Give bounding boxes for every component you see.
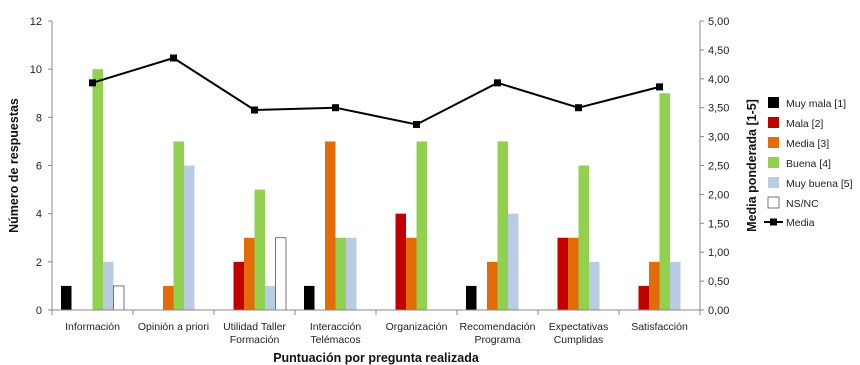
bar [173,141,184,310]
x-category-label: Formación [230,334,280,346]
bar [406,237,417,310]
bar [638,285,649,310]
bar [497,141,508,310]
x-category-label: Telémacos [310,334,360,346]
legend-label: Media [786,217,815,229]
bar [184,165,195,310]
legend-swatch [768,157,779,168]
y2-axis-ticks: 0,00 0,50 1,00 1,50 2,00 2,50 3,00 3,50 4,00 4,50… [700,16,729,317]
bar [649,261,660,310]
y2-axis-title: Media ponderada [1-5] [745,99,759,232]
mean-line [89,54,663,128]
x-category-label: Recomendación [460,321,536,333]
bar [92,69,103,311]
mean-point [89,79,96,87]
x-category-label: Organización [386,321,448,333]
y2-tick-label: 4,50 [708,45,729,57]
mean-point [332,104,339,112]
bar [487,261,498,310]
y-tick-label: 4 [36,209,42,221]
x-category-label: Cumplidas [554,334,604,346]
bar [304,285,315,310]
bar [416,141,427,310]
bar [113,285,125,311]
y-tick-label: 2 [36,257,42,269]
bar [163,285,174,310]
legend-label: NS/NC [786,198,819,210]
y-tick-label: 12 [30,16,42,28]
x-category-label: Opinión a priori [138,321,209,333]
y2-tick-label: 4,00 [708,74,729,86]
y2-tick-label: 0,50 [708,276,729,288]
y-tick-label: 0 [36,305,42,317]
x-category-label: Información [65,321,120,333]
y2-tick-label: 5,00 [708,16,729,28]
bar [244,237,255,310]
bar [335,237,346,310]
x-category-label: Programa [474,334,520,346]
legend-label: Muy mala [1] [786,98,846,110]
mean-point [494,79,501,87]
legend-swatch [768,177,779,188]
y2-tick-label: 3,50 [708,103,729,115]
bar [233,261,244,310]
y2-tick-label: 3,00 [708,132,729,144]
bar [508,213,519,310]
bar [466,285,477,310]
legend-label: Mala [2] [786,118,823,130]
bar [103,261,114,310]
y2-tick-label: 2,00 [708,189,729,201]
y2-tick-label: 1,00 [708,247,729,259]
bar [61,285,72,310]
y-tick-label: 10 [30,64,42,76]
legend-label: Buena [4] [786,158,831,170]
mean-point [413,120,420,128]
mean-point [170,54,177,62]
x-category-label: Satisfacción [631,321,688,333]
y2-tick-label: 0,00 [708,305,729,317]
legend-label: Muy buena [5] [786,178,853,190]
bar [578,165,589,310]
legend-swatch [767,196,780,209]
bar [395,213,406,310]
y2-tick-label: 2,50 [708,161,729,173]
legend-swatch [768,117,779,128]
bars [61,69,681,311]
y2-tick-label: 1,50 [708,218,729,230]
y-axis-title: Número de respuestas [7,98,21,233]
x-axis-title: Puntuación por pregunta realizada [273,351,480,365]
bar [325,141,336,310]
bar [659,93,670,310]
x-category-label: Utilidad Taller [223,321,286,333]
x-category-label: Interacción [310,321,362,333]
x-category-label: Expectativas [549,321,609,333]
y-tick-label: 6 [36,161,42,173]
bar [568,237,579,310]
bar [254,189,265,310]
bar [670,261,681,310]
bar [557,237,568,310]
x-axis-categories: Información Opinión a priori Utilidad Tall… [51,310,701,346]
legend-line-marker [770,218,777,226]
bar [589,261,600,310]
legend-swatch [768,97,779,108]
y-tick-label: 8 [36,112,42,124]
mean-point [575,104,582,112]
bar [265,285,276,310]
bar [346,237,357,310]
y-axis-ticks: 0 2 4 6 8 10 12 [30,16,52,317]
legend: Muy mala [1] Mala [2] Media [3] Buena [4] Mu… [764,97,853,229]
mean-line-path [92,56,660,126]
legend-swatch [768,137,779,148]
mean-point [656,83,663,91]
bar [275,237,287,311]
legend-label: Media [3] [786,138,829,150]
mean-point [251,106,258,114]
